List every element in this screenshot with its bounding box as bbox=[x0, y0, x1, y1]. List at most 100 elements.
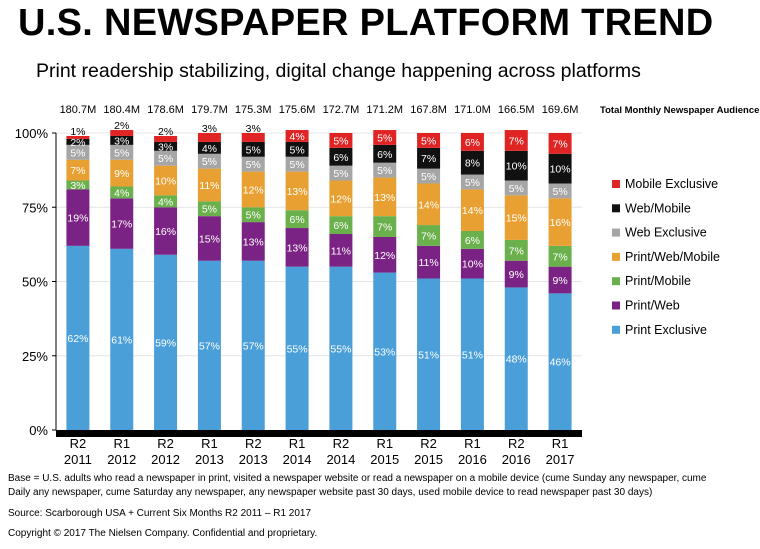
audience-label: 166.5M bbox=[498, 104, 535, 116]
audience-row-label: Total Monthly Newspaper Audience bbox=[600, 105, 759, 116]
data-label: 6% bbox=[333, 220, 348, 232]
data-label: 5% bbox=[246, 159, 261, 171]
audience-label: 175.3M bbox=[235, 104, 272, 116]
data-label: 57% bbox=[199, 340, 220, 352]
data-label: 3% bbox=[158, 141, 173, 153]
bar-segment-print-exclusive bbox=[329, 266, 353, 430]
data-label: 11% bbox=[331, 245, 351, 257]
x-axis-bar bbox=[56, 430, 582, 437]
data-label: 7% bbox=[421, 153, 436, 165]
x-tick-label-year: 2012 bbox=[107, 452, 136, 467]
legend-swatch bbox=[612, 180, 620, 188]
data-label: 6% bbox=[465, 235, 480, 247]
audience-label: 172.7M bbox=[323, 104, 360, 116]
bar-segment-web-mobile bbox=[504, 150, 528, 181]
data-label: 6% bbox=[333, 152, 348, 164]
page-subtitle: Print readership stabilizing, digital ch… bbox=[36, 60, 641, 82]
bar-segment-web-mobile bbox=[154, 141, 178, 151]
data-label: 4% bbox=[202, 143, 217, 155]
data-label: 6% bbox=[377, 149, 392, 161]
x-tick-label-round: R2 bbox=[157, 436, 174, 451]
data-label: 3% bbox=[202, 123, 217, 135]
data-label: 5% bbox=[509, 183, 524, 195]
data-label: 10% bbox=[155, 176, 176, 188]
data-label: 5% bbox=[246, 144, 261, 156]
data-label: 13% bbox=[374, 192, 395, 204]
data-label: 7% bbox=[552, 138, 567, 150]
bar-segment-web-mobile bbox=[197, 141, 221, 154]
legend-label: Print Exclusive bbox=[625, 323, 707, 337]
data-label: 7% bbox=[509, 135, 524, 147]
bar-segment-print-web bbox=[548, 266, 572, 294]
bar-segment-mobile-exclusive bbox=[241, 133, 265, 142]
data-label: 5% bbox=[552, 186, 567, 198]
bar-segment-web-exclusive bbox=[197, 153, 221, 169]
bar-segment-print-web bbox=[110, 198, 134, 249]
data-label: 15% bbox=[506, 213, 527, 225]
bar-segment-print-web bbox=[197, 216, 221, 261]
data-label: 12% bbox=[330, 193, 351, 205]
legend-swatch bbox=[612, 301, 620, 310]
x-tick-label-round: R2 bbox=[420, 436, 437, 451]
data-label: 2% bbox=[114, 120, 129, 132]
data-label: 5% bbox=[333, 135, 348, 147]
bar-segment-mobile-exclusive bbox=[329, 133, 353, 148]
bar-segment-web-mobile bbox=[460, 150, 484, 175]
data-label: 5% bbox=[202, 204, 217, 216]
bar-segment-web-mobile bbox=[285, 141, 309, 157]
bar-segment-print-exclusive bbox=[548, 293, 572, 430]
data-label: 10% bbox=[550, 164, 571, 176]
data-label: 5% bbox=[246, 210, 261, 222]
bar-segment-print-mobile bbox=[460, 231, 484, 249]
bar-segment-print-web bbox=[373, 236, 397, 273]
audience-label: 169.6M bbox=[542, 104, 579, 116]
audience-label: 179.7M bbox=[191, 104, 228, 116]
x-tick-label-year: 2015 bbox=[414, 452, 443, 467]
bar-segment-print-web bbox=[154, 207, 178, 255]
bar-segment-print-web-mobile bbox=[460, 189, 484, 232]
bar-segment-print-exclusive bbox=[373, 272, 397, 430]
legend-label: Print/Web/Mobile bbox=[625, 250, 720, 264]
bar-segment-print-web-mobile bbox=[241, 171, 265, 208]
bar-segment-web-exclusive bbox=[66, 144, 90, 160]
data-label: 5% bbox=[202, 156, 217, 168]
data-label: 7% bbox=[70, 165, 85, 177]
audience-label: 180.7M bbox=[60, 104, 97, 116]
bar-segment-print-exclusive bbox=[504, 287, 528, 430]
bar-segment-web-mobile bbox=[110, 135, 134, 145]
audience-label: 175.6M bbox=[279, 104, 316, 116]
data-label: 16% bbox=[550, 217, 571, 229]
x-tick-label-round: R2 bbox=[245, 436, 262, 451]
bar-segment-print-exclusive bbox=[110, 248, 134, 430]
data-label: 51% bbox=[418, 349, 439, 361]
data-label: 12% bbox=[374, 250, 395, 262]
data-label: 3% bbox=[114, 135, 129, 147]
data-label: 7% bbox=[509, 245, 524, 257]
y-tick-label: 50% bbox=[22, 275, 48, 290]
data-label: 53% bbox=[374, 346, 395, 358]
data-label: 15% bbox=[199, 233, 220, 245]
x-tick-label-round: R2 bbox=[508, 436, 525, 451]
data-label: 19% bbox=[67, 213, 88, 225]
bar-segment-print-mobile bbox=[373, 216, 397, 237]
bar-segment-web-mobile bbox=[66, 138, 90, 145]
audience-label: 167.8M bbox=[410, 104, 447, 116]
data-label: 7% bbox=[377, 222, 392, 234]
data-label: 12% bbox=[243, 184, 264, 196]
y-tick-label: 75% bbox=[22, 200, 48, 215]
bar-segment-web-mobile bbox=[329, 147, 353, 166]
audience-label: 171.2M bbox=[366, 104, 403, 116]
data-label: 5% bbox=[70, 147, 85, 159]
data-label: 11% bbox=[418, 257, 438, 269]
x-tick-label-round: R1 bbox=[113, 436, 130, 451]
data-label: 2% bbox=[70, 137, 85, 149]
data-label: 46% bbox=[550, 357, 571, 369]
data-label: 10% bbox=[462, 259, 483, 271]
x-tick-label-round: R2 bbox=[333, 436, 350, 451]
legend-swatch bbox=[612, 277, 620, 286]
data-label: 4% bbox=[289, 131, 304, 143]
data-label: 5% bbox=[289, 144, 304, 156]
y-tick-label: 100% bbox=[15, 126, 49, 141]
data-label: 6% bbox=[465, 137, 480, 149]
bar-segment-web-exclusive bbox=[241, 156, 265, 172]
